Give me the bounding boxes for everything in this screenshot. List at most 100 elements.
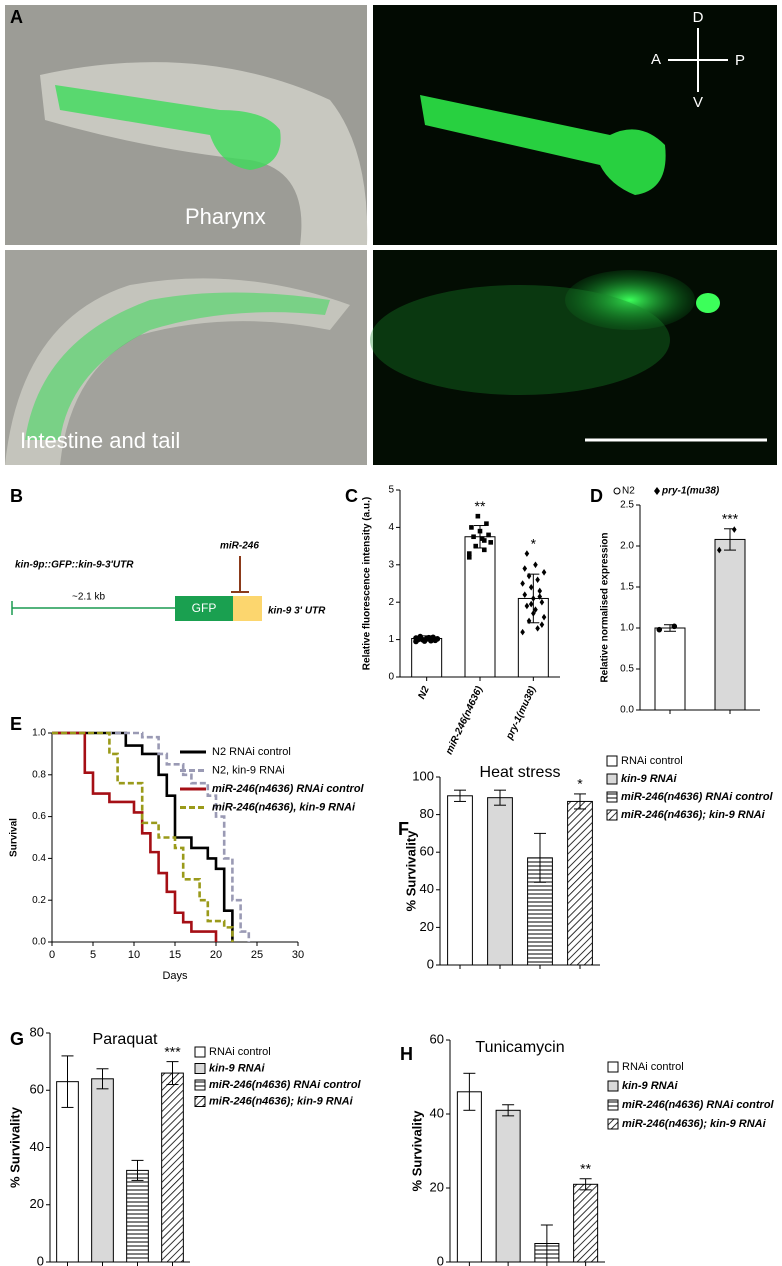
y-tick-label: 60	[30, 1082, 44, 1097]
data-point	[430, 634, 436, 641]
legend-label: RNAi control	[621, 755, 683, 767]
data-point	[539, 621, 545, 628]
significance: ***	[164, 1043, 181, 1059]
legend-swatch	[607, 1099, 619, 1111]
data-point	[522, 591, 528, 599]
legend-swatch	[194, 1063, 206, 1074]
data-point	[531, 595, 536, 602]
bar	[573, 1183, 599, 1263]
data-point	[541, 568, 547, 576]
panel-letter: C	[345, 486, 358, 506]
y-tick-label: 3	[388, 559, 394, 570]
bar	[56, 1081, 79, 1263]
significance: **	[475, 498, 486, 514]
legend-swatch	[194, 1096, 206, 1107]
bar	[91, 1078, 114, 1263]
data-point	[716, 546, 722, 554]
utr-box	[233, 596, 262, 621]
x-tick-label: 25	[251, 949, 263, 961]
legend-label: N2	[622, 486, 635, 497]
data-point	[469, 525, 474, 530]
bar	[714, 538, 746, 711]
bar	[447, 795, 473, 966]
data-point	[671, 623, 678, 630]
legend-swatch	[194, 1046, 206, 1058]
label-pharynx: Pharynx	[185, 204, 266, 229]
bar	[567, 800, 593, 966]
data-point	[533, 561, 538, 569]
significance: **	[580, 1160, 591, 1176]
y-tick-label: 2	[388, 597, 394, 608]
y-tick-label: 0	[437, 1253, 444, 1266]
y-tick-label: 0	[388, 672, 394, 683]
y-tick-label: 0.0	[32, 937, 46, 948]
micrographs: Pharynx D A P V Intestine and tail A	[5, 5, 777, 465]
data-point	[541, 613, 547, 621]
chart-title: Paraquat	[93, 1031, 158, 1048]
utr-label: kin-9 3' UTR	[268, 606, 326, 617]
y-tick-label: 0.4	[32, 853, 46, 864]
y-tick-label: 60	[430, 1031, 444, 1046]
y-axis-label: % Survivality	[7, 1106, 22, 1188]
y-axis-label: % Survivality	[409, 1110, 424, 1192]
data-point	[473, 543, 479, 549]
data-point	[656, 626, 663, 633]
legend-swatch	[607, 1061, 619, 1073]
data-point	[486, 532, 491, 538]
y-tick-label: 2.0	[620, 541, 634, 552]
data-point	[484, 521, 489, 526]
panel-letter: B	[10, 486, 23, 506]
legend-swatch	[607, 1080, 619, 1092]
data-point	[522, 565, 528, 572]
y-tick-label: 4	[388, 522, 394, 533]
legend-label: N2, kin-9 RNAi	[212, 764, 285, 776]
y-tick-label: 100	[412, 768, 434, 783]
data-point	[481, 547, 487, 553]
data-point	[413, 635, 419, 641]
data-point	[477, 528, 483, 534]
gfp-signal	[55, 85, 281, 170]
x-tick-label: 10	[128, 949, 140, 961]
legend-swatch	[607, 1118, 619, 1130]
worm-body	[5, 278, 350, 465]
gfp-signal	[420, 95, 666, 195]
legend-label: miR-246(n4636) RNAi control	[212, 783, 365, 795]
survival-curve	[52, 731, 251, 942]
data-point	[526, 572, 532, 580]
legend-label: miR-246(n4636) RNAi control	[622, 1099, 775, 1111]
y-tick-label: 40	[420, 881, 434, 896]
x-tick-label: pry-1(mu38)	[504, 684, 539, 742]
legend-label: kin-9 RNAi	[621, 773, 678, 785]
legend-swatch	[606, 809, 618, 821]
data-point	[537, 593, 543, 600]
data-point	[475, 513, 481, 519]
panel-letter: D	[590, 486, 603, 506]
y-tick-label: 5	[388, 485, 394, 496]
y-tick-label: 80	[420, 806, 434, 821]
data-point	[533, 606, 538, 613]
bar	[161, 1072, 184, 1263]
x-axis-label: Days	[162, 970, 188, 982]
data-point	[466, 551, 472, 556]
data-point	[535, 625, 540, 632]
y-tick-label: 0.2	[32, 895, 46, 906]
survival-curve	[52, 731, 234, 942]
data-point	[526, 617, 532, 625]
legend-label: miR-246(n4636); kin-9 RNAi	[209, 1095, 354, 1107]
data-point	[528, 600, 534, 608]
chart-title: Heat stress	[480, 764, 561, 781]
y-tick-label: 1.0	[32, 728, 46, 739]
data-point	[535, 576, 540, 584]
y-tick-label: 0.8	[32, 769, 46, 780]
x-tick-label: 5	[90, 949, 96, 961]
gfp-label: GFP	[192, 601, 217, 615]
bar	[495, 1109, 521, 1263]
legend-label: RNAi control	[622, 1061, 684, 1073]
y-axis-label: Survival	[9, 818, 20, 857]
panel-letter: H	[400, 1044, 413, 1064]
compass	[668, 28, 728, 92]
data-point	[613, 487, 621, 495]
significance: *	[531, 535, 537, 551]
bar	[411, 637, 443, 678]
